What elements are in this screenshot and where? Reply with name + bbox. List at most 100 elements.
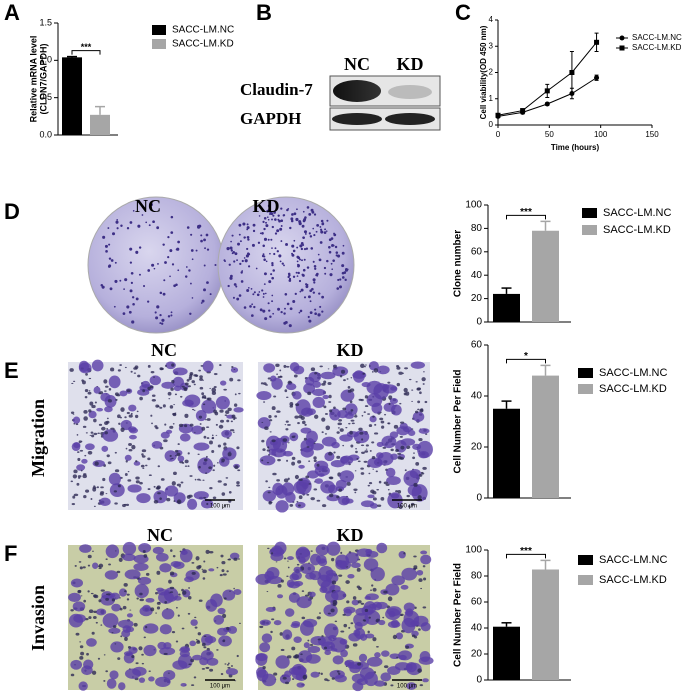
cell bbox=[352, 643, 358, 647]
cell bbox=[291, 404, 294, 406]
cell bbox=[226, 419, 230, 423]
colony bbox=[317, 313, 321, 317]
cell bbox=[306, 446, 310, 448]
cell bbox=[233, 587, 235, 590]
cell bbox=[197, 453, 200, 456]
cell bbox=[79, 449, 84, 452]
cell bbox=[93, 418, 97, 423]
colony bbox=[267, 302, 270, 305]
colony bbox=[262, 210, 265, 212]
colony bbox=[269, 252, 271, 255]
cell bbox=[202, 360, 214, 373]
colony bbox=[264, 317, 268, 321]
colony bbox=[336, 287, 340, 290]
cell bbox=[291, 461, 296, 466]
cell bbox=[98, 599, 102, 603]
colony bbox=[300, 247, 304, 251]
colony bbox=[259, 308, 263, 312]
cell bbox=[386, 476, 401, 486]
cell bbox=[328, 476, 333, 479]
cell bbox=[139, 598, 144, 602]
cell bbox=[403, 392, 407, 396]
cell bbox=[368, 365, 371, 367]
cell bbox=[332, 602, 337, 606]
cell bbox=[279, 369, 282, 372]
cell bbox=[209, 668, 214, 672]
cell bbox=[321, 431, 324, 434]
cell bbox=[328, 634, 337, 642]
cell bbox=[141, 455, 146, 458]
cell bbox=[379, 417, 384, 421]
cell bbox=[141, 653, 144, 656]
y-tick-label: 0 bbox=[476, 493, 482, 504]
panel-label: D bbox=[4, 199, 20, 224]
cell bbox=[227, 625, 238, 634]
colony bbox=[231, 234, 234, 237]
cell bbox=[288, 581, 301, 589]
y-tick-label: 0.0 bbox=[39, 129, 52, 139]
cell bbox=[117, 369, 121, 372]
cell bbox=[335, 479, 347, 489]
colony bbox=[214, 263, 217, 267]
cell bbox=[418, 578, 423, 583]
cell bbox=[88, 410, 97, 419]
cell bbox=[111, 598, 116, 602]
cell bbox=[406, 682, 417, 690]
cell bbox=[280, 648, 285, 651]
cell bbox=[286, 655, 292, 659]
colony bbox=[102, 235, 106, 239]
cell bbox=[327, 368, 330, 370]
colony bbox=[246, 236, 250, 239]
colony bbox=[257, 241, 261, 244]
cell bbox=[95, 621, 98, 624]
colony bbox=[238, 233, 241, 236]
colony bbox=[186, 226, 190, 229]
marker bbox=[520, 108, 526, 114]
cell bbox=[108, 627, 121, 634]
cell bbox=[275, 485, 288, 499]
cell bbox=[301, 590, 305, 592]
cell bbox=[191, 425, 204, 435]
cell bbox=[180, 682, 187, 687]
y-tick-label: 100 bbox=[465, 200, 482, 211]
cell bbox=[287, 442, 290, 444]
cell bbox=[287, 566, 290, 569]
cell bbox=[350, 562, 361, 569]
cell bbox=[229, 590, 231, 592]
cell bbox=[368, 424, 373, 427]
colony bbox=[313, 281, 316, 284]
colony bbox=[236, 297, 240, 301]
cell bbox=[101, 445, 109, 452]
marker bbox=[594, 39, 600, 45]
cell bbox=[128, 443, 132, 446]
cell bbox=[275, 561, 278, 563]
cell bbox=[91, 359, 104, 372]
cell bbox=[187, 465, 190, 467]
cell bbox=[338, 672, 341, 675]
x-axis-label: Time (hours) bbox=[551, 143, 600, 152]
marker bbox=[544, 101, 550, 107]
cell bbox=[324, 413, 328, 415]
colony bbox=[115, 220, 119, 224]
cell bbox=[84, 454, 87, 457]
cell bbox=[404, 367, 409, 370]
cell bbox=[141, 380, 151, 388]
cell bbox=[71, 382, 74, 385]
cell bbox=[377, 504, 382, 507]
colony bbox=[314, 312, 317, 316]
cell bbox=[329, 669, 345, 679]
cell bbox=[319, 365, 323, 368]
cell bbox=[407, 504, 411, 508]
cell bbox=[147, 488, 151, 491]
colony bbox=[237, 242, 240, 246]
cell bbox=[416, 569, 424, 576]
panel-label: F bbox=[4, 541, 17, 566]
cell bbox=[340, 551, 343, 554]
cell bbox=[308, 460, 311, 462]
colony bbox=[243, 257, 246, 259]
colony bbox=[135, 297, 139, 301]
colony bbox=[177, 269, 180, 272]
cell bbox=[415, 381, 418, 383]
colony bbox=[288, 277, 292, 281]
cell bbox=[155, 404, 160, 408]
